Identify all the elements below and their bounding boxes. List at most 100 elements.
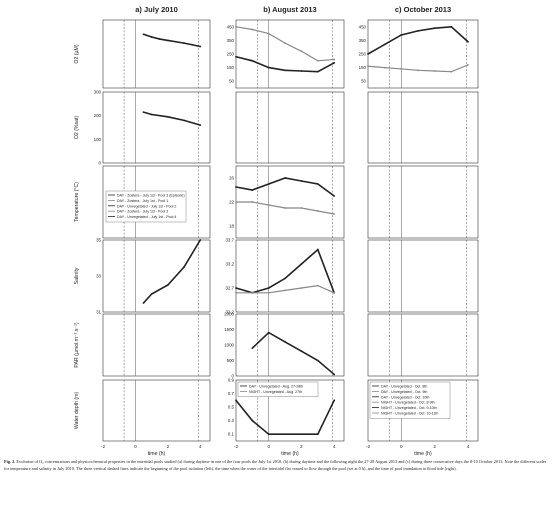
y-tick-label: 50 (361, 79, 366, 84)
panel-frame (235, 379, 345, 442)
x-tick-label: 4 (467, 444, 470, 449)
legend-entry: NIGHT - Unvegetated - Oct. 8-9th (381, 401, 435, 405)
data-point (316, 70, 319, 73)
data-point (400, 34, 403, 36)
data-point (333, 195, 336, 197)
data-point (467, 40, 469, 43)
row-ylabel: O2 (%sat) (74, 116, 80, 140)
row-ylabel: O2 (µM) (74, 44, 80, 63)
data-point (267, 287, 270, 289)
legend-entry: NIGHT - Unvegetated - Oct. 10-11th (381, 412, 438, 416)
y-tick-label: 500 (227, 358, 235, 363)
data-point (300, 50, 303, 53)
legend-entry: NIGHT - Unvegetated - Oct. 9-10th (381, 406, 437, 410)
x-tick-label: 0 (134, 444, 137, 449)
row-ylabel: Temperature (°C) (74, 182, 80, 222)
x-tick-label: -2 (366, 444, 371, 449)
y-tick-label: 250 (359, 52, 367, 57)
x-tick-label: 4 (199, 444, 202, 449)
x-tick-label: -2 (234, 444, 239, 449)
data-point (300, 180, 303, 182)
x-tick-label: 0 (400, 444, 403, 449)
data-point (284, 277, 286, 280)
panel-frame (102, 313, 211, 377)
x-axis-label: time (h) (148, 451, 166, 457)
legend-entry: DAY - Unvegetated - Oct. 8th (381, 385, 427, 389)
data-point (251, 419, 254, 422)
data-point (150, 293, 153, 295)
x-axis-label: time (h) (281, 451, 299, 457)
y-tick-label: 0.5 (228, 405, 235, 410)
legend-entry: DAY - Unvegetated - July 1st - Pool 4 (117, 215, 176, 219)
data-point (175, 40, 177, 43)
data-point (400, 68, 403, 70)
panel-frame (367, 239, 479, 313)
legend-entry: DAY - Unvegetated - Oct. 10th (381, 395, 429, 399)
y-tick-label: 18 (229, 224, 234, 229)
y-tick-label: 450 (359, 24, 367, 29)
data-point (300, 287, 303, 289)
data-point (333, 373, 336, 376)
legend-entry: DAY - Unvegetated - Aug. 27-28th (249, 385, 303, 389)
x-tick-label: 0 (267, 444, 270, 449)
data-point (333, 58, 336, 61)
data-point (433, 70, 436, 72)
y-tick-label: 33.2 (225, 262, 234, 267)
y-tick-label: 0.3 (228, 418, 235, 423)
row-ylabel: Salinity (74, 267, 80, 284)
panel-frame (235, 313, 345, 377)
y-tick-label: 2000 (224, 312, 234, 317)
panel-frame (367, 165, 479, 239)
y-tick-label: 300 (94, 90, 102, 95)
data-point (235, 399, 237, 402)
column-title: a) July 2010 (135, 5, 178, 14)
data-point (450, 70, 453, 73)
data-point (284, 42, 286, 45)
data-point (251, 201, 254, 203)
x-tick-label: -2 (101, 444, 106, 449)
legend-entry: DAY - Unvegetated - July 1st - Pool 2 (117, 204, 176, 208)
data-point (235, 201, 237, 203)
data-point (367, 65, 369, 68)
data-point (333, 399, 336, 402)
y-tick-label: 50 (229, 79, 234, 84)
y-tick-label: 32.7 (225, 286, 234, 291)
legend-entry: DAY - Zostera - July 1st - Pool 3 (117, 210, 168, 214)
data-point (284, 289, 286, 292)
data-point (150, 113, 153, 116)
data-point (433, 27, 436, 30)
data-point (267, 66, 270, 69)
figure-caption: Fig. 2. Evolution of O₂ concentrations a… (4, 458, 550, 472)
data-point (183, 42, 185, 45)
data-point (316, 59, 319, 62)
data-point (150, 36, 153, 38)
x-tick-label: 2 (167, 444, 170, 449)
data-point (417, 69, 419, 72)
data-point (417, 29, 419, 32)
y-tick-label: 350 (359, 38, 367, 43)
column-title: b) August 2013 (263, 5, 316, 14)
data-point (183, 119, 185, 122)
legend-box (237, 381, 319, 398)
y-tick-label: 31 (96, 310, 101, 315)
y-tick-label: 32.2 (225, 310, 234, 315)
data-point (191, 43, 194, 46)
data-point (251, 28, 254, 31)
y-tick-label: 350 (227, 38, 235, 43)
data-point (166, 39, 169, 42)
data-point (235, 25, 237, 28)
x-axis-label: time (h) (414, 451, 432, 457)
data-point (142, 33, 145, 36)
data-point (383, 43, 386, 46)
data-point (251, 291, 254, 294)
data-point (316, 433, 319, 436)
data-point (467, 63, 469, 66)
data-point (267, 433, 270, 436)
data-series (235, 177, 335, 197)
data-point (333, 61, 336, 64)
data-point (300, 433, 303, 436)
data-point (450, 25, 453, 28)
data-point (166, 115, 169, 118)
data-point (300, 70, 303, 72)
data-series (235, 399, 335, 436)
